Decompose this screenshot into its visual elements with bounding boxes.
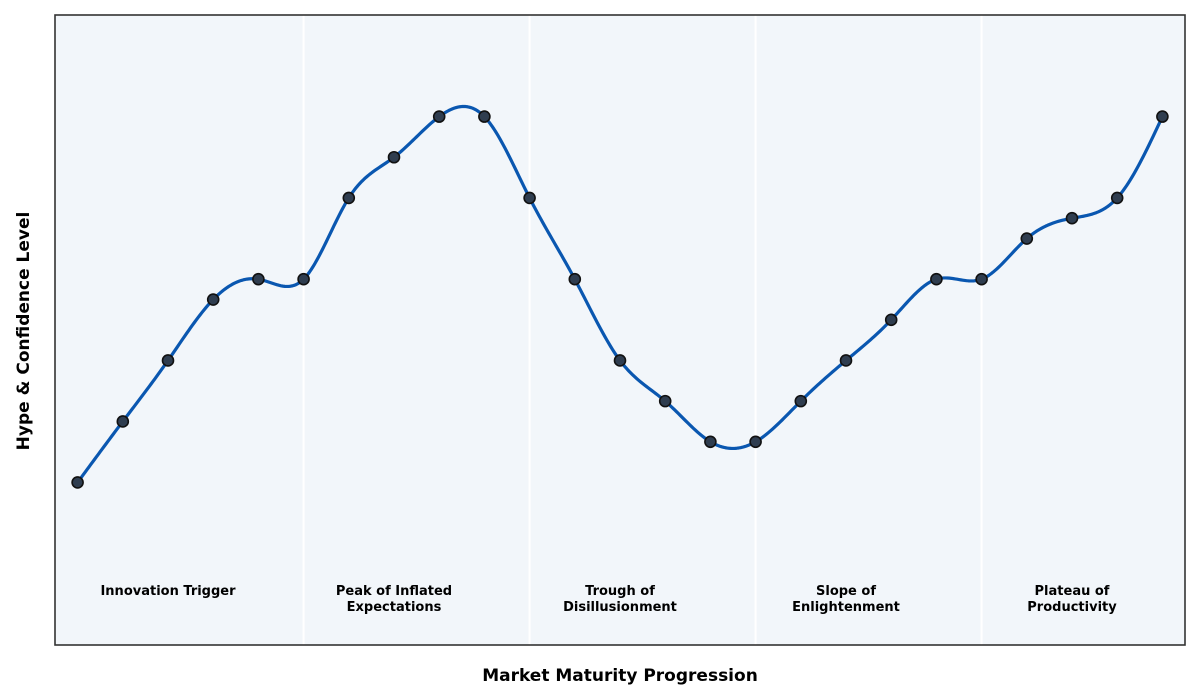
phase-label-4: Slope of Enlightenment: [792, 584, 900, 615]
data-point-24: [1110, 191, 1124, 205]
x-axis-title: Market Maturity Progression: [482, 666, 758, 686]
data-point-1: [71, 476, 84, 489]
data-point-20: [930, 272, 943, 286]
phase-label-3: Trough of Disillusionment: [563, 584, 677, 615]
data-point-10: [478, 110, 491, 123]
data-point-25: [1156, 110, 1169, 123]
data-point-23: [1065, 211, 1079, 225]
data-point-19: [884, 313, 898, 327]
data-point-11: [523, 191, 536, 205]
data-point-9: [432, 110, 446, 123]
data-points: [71, 110, 1169, 489]
phase-label-1: Innovation Trigger: [100, 584, 236, 599]
data-point-17: [794, 394, 808, 408]
data-point-8: [387, 150, 401, 164]
phase-label-5: Plateau of Productivity: [1027, 584, 1117, 615]
data-point-6: [297, 272, 310, 286]
data-point-13: [613, 354, 627, 367]
data-point-22: [1020, 232, 1034, 245]
data-point-5: [252, 272, 265, 286]
data-point-7: [342, 191, 356, 205]
y-axis-title: Hype & Confidence Level: [14, 212, 34, 451]
plot-frame: [54, 14, 1186, 646]
plot-area: [55, 15, 1185, 645]
data-point-4: [206, 293, 220, 306]
phase-label-2: Peak of Inflated Expectations: [336, 584, 452, 615]
data-point-18: [839, 354, 853, 367]
data-point-14: [658, 394, 672, 408]
data-point-2: [116, 415, 130, 428]
data-point-12: [568, 272, 582, 286]
data-point-15: [704, 435, 717, 449]
data-point-16: [749, 435, 762, 449]
data-point-3: [161, 354, 175, 367]
data-point-21: [975, 272, 988, 286]
phase-dividers: [302, 15, 983, 645]
phase-labels: Innovation Trigger Peak of Inflated Expect…: [100, 584, 1117, 615]
